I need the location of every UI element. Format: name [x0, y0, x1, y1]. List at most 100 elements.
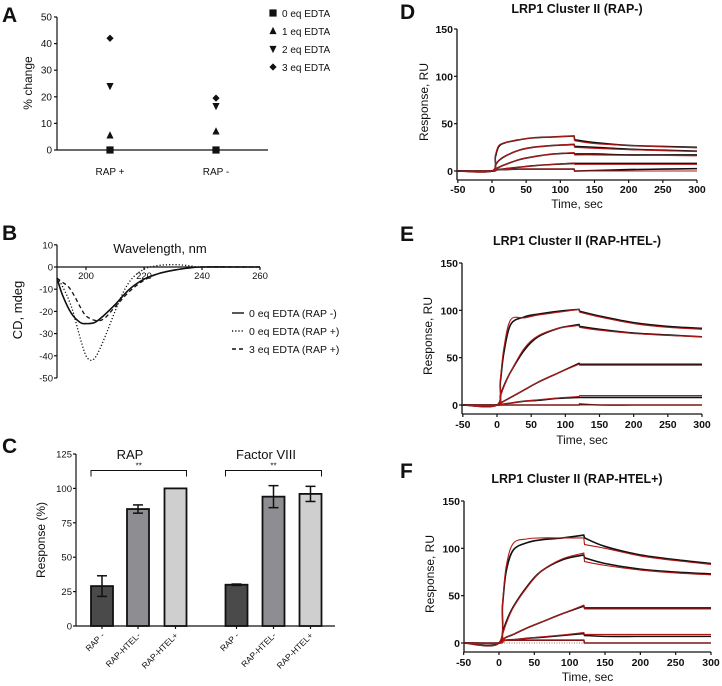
x-tick-label: RAP - — [83, 630, 106, 653]
x-tick-label: 250 — [667, 657, 685, 669]
data-point — [106, 131, 114, 139]
y-tick-label: 0 — [67, 622, 72, 633]
y-tick-label: 100 — [442, 543, 460, 555]
sensorgram-fit-curve — [463, 639, 711, 644]
sensorgram-observed-curve — [463, 554, 712, 645]
sensorgram-observed-curve — [457, 143, 698, 173]
y-tick-label: 50 — [441, 119, 453, 131]
sensorgram-fit-curve — [462, 363, 702, 406]
chart-a: 0 10 20 30 40 50 RAP + RAP - % change 0 eq EDTA 1 … — [21, 9, 330, 178]
x-tick-label: 0 — [489, 184, 495, 196]
cd-curve-dashed — [56, 266, 261, 322]
y-tick-label: 30 — [41, 66, 53, 77]
y-tick-label: -10 — [39, 285, 53, 296]
x-tick-label: 100 — [557, 419, 575, 431]
x-axis-label: Time, sec — [551, 197, 603, 211]
y-tick-label: -40 — [39, 351, 53, 362]
x-axis-label: Wavelength, nm — [113, 241, 206, 256]
x-tick-label: 100 — [561, 657, 579, 669]
legend-label: 3 eq EDTA — [282, 63, 330, 74]
x-tick-label: RAP-HTEL+ — [140, 630, 180, 670]
legend-label: 2 eq EDTA — [282, 45, 330, 56]
legend-label: 0 eq EDTA — [282, 9, 330, 20]
x-tick-label: -50 — [455, 419, 470, 431]
y-tick-label: 100 — [435, 71, 453, 83]
y-tick-label: -20 — [39, 307, 53, 318]
x-tick-label: RAP - — [218, 630, 241, 653]
chart-d: 0 50 100 150 -50 0 50 100 150 200 250 300 LRP1 Clust… — [417, 2, 706, 211]
bar — [126, 508, 150, 627]
y-tick-label: 0 — [452, 400, 458, 412]
sensorgram-observed-curve — [463, 534, 712, 647]
legend-label: 3 eq EDTA (RAP +) — [249, 344, 339, 356]
significance-bracket — [225, 470, 322, 477]
sensorgram-observed-curve — [462, 308, 703, 408]
x-tick-label: RAP - — [203, 167, 230, 178]
x-tick-label: RAP-HTEL- — [104, 630, 143, 669]
sensorgram-fit-curve — [457, 151, 698, 172]
panel-letter-a: A — [2, 4, 17, 27]
y-tick-label: 50 — [446, 353, 458, 365]
data-point — [106, 146, 114, 154]
y-tick-label: 0 — [48, 263, 53, 274]
significance-label: ** — [270, 462, 276, 471]
y-tick-label: 40 — [41, 39, 53, 50]
y-tick-label: 20 — [41, 92, 53, 103]
y-tick-label: 50 — [41, 13, 53, 24]
legend-label: 0 eq EDTA (RAP +) — [249, 326, 339, 338]
x-tick-label: -50 — [456, 657, 471, 669]
x-tick-label: 200 — [620, 184, 638, 196]
x-tick-label: 150 — [596, 657, 614, 669]
sensorgram-observed-curve — [463, 605, 711, 645]
chart-title: LRP1 Cluster II (RAP-HTEL-) — [493, 234, 661, 248]
panel-letter-b: B — [2, 222, 17, 245]
chart-title: LRP1 Cluster II (RAP-HTEL+) — [491, 472, 662, 486]
x-tick-label: 150 — [586, 184, 604, 196]
x-tick-label: 200 — [78, 271, 94, 282]
x-tick-label: 260 — [252, 271, 268, 282]
sensorgram-fit-curve — [457, 143, 698, 172]
x-axis-label: Time, sec — [562, 670, 614, 684]
legend-marker — [269, 26, 277, 35]
y-tick-label: 0 — [46, 146, 52, 157]
x-tick-label: 150 — [591, 419, 609, 431]
x-tick-label: 300 — [693, 419, 711, 431]
significance-label: ** — [136, 462, 142, 471]
group-title: Factor VIII — [236, 447, 296, 462]
x-tick-label: -50 — [450, 184, 465, 196]
bar — [298, 493, 323, 627]
chart-title: LRP1 Cluster II (RAP-) — [511, 2, 642, 16]
y-tick-label: 100 — [440, 305, 458, 317]
x-tick-label: 100 — [552, 184, 570, 196]
legend-marker — [269, 45, 277, 54]
legend-marker — [269, 9, 277, 17]
y-tick-label: -50 — [39, 374, 53, 385]
data-point — [106, 34, 114, 42]
y-axis-label: Response, RU — [417, 63, 431, 141]
y-tick-label: 150 — [440, 258, 458, 270]
x-tick-label: 0 — [496, 657, 502, 669]
sensorgram-fit-curve — [463, 552, 712, 645]
cd-curve-dotted — [56, 263, 261, 361]
x-tick-label: 50 — [528, 657, 540, 669]
y-tick-label: 0 — [447, 166, 453, 178]
x-tick-label: 300 — [702, 657, 720, 669]
data-point — [212, 146, 220, 154]
x-tick-label: 250 — [659, 419, 677, 431]
y-tick-label: -30 — [39, 329, 53, 340]
chart-e: 0 50 100 150 -50 0 50 100 150 200 250 300 LRP1 Clust… — [421, 234, 711, 447]
y-tick-label: 125 — [56, 450, 72, 461]
panel-letter-f: F — [400, 460, 413, 483]
y-axis-label: Response (%) — [34, 502, 48, 578]
data-point — [212, 103, 220, 111]
y-tick-label: 75 — [61, 518, 72, 529]
x-tick-label: 300 — [688, 184, 706, 196]
sensorgram-fit-curve — [457, 168, 697, 172]
y-tick-label: 100 — [56, 484, 72, 495]
data-point — [212, 94, 220, 102]
y-tick-label: 50 — [61, 553, 72, 564]
sensorgram-fit-curve — [462, 308, 703, 408]
y-tick-label: 0 — [454, 638, 460, 650]
legend-marker — [269, 63, 277, 71]
